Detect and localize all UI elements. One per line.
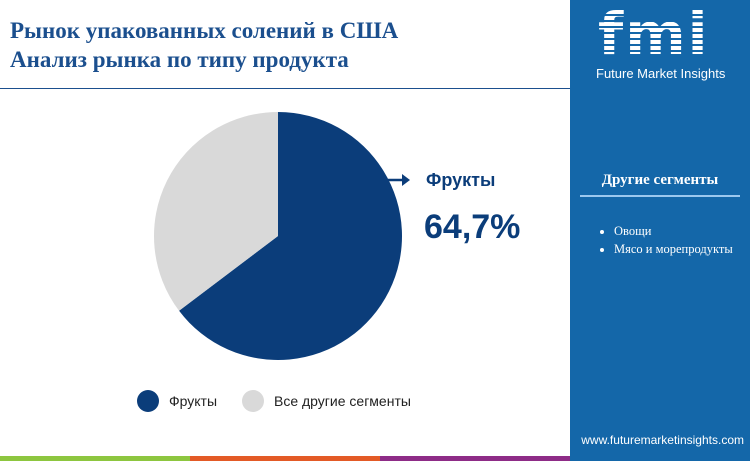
footer-bar-green (0, 456, 190, 461)
page-title: Рынок упакованных солений в США Анализ р… (10, 18, 399, 72)
website-link[interactable]: www.futuremarketinsights.com (581, 433, 744, 447)
legend-item-fruits: Фрукты (137, 390, 217, 412)
sidebar: fmi Future Market Insights Другие сегмен… (570, 0, 750, 461)
list-item: Мясо и морепродукты (614, 240, 733, 258)
divider (580, 195, 740, 197)
segment-list: Овощи Мясо и морепродукты (598, 222, 733, 258)
brand-name: Future Market Insights (596, 66, 726, 81)
legend-swatch (137, 390, 159, 412)
arrow-right-icon (388, 174, 410, 186)
pie-chart (154, 112, 402, 360)
callout-label: Фрукты (426, 170, 496, 190)
callout-value: 64,7% (424, 208, 521, 246)
pie-slice-others (154, 112, 278, 311)
divider (0, 88, 570, 89)
pie-slice-fruits (179, 112, 402, 360)
footer-bar-purple (380, 456, 570, 461)
legend-item-others: Все другие сегменты (242, 390, 411, 412)
fmi-logo: fmi (598, 10, 710, 58)
legend-swatch (242, 390, 264, 412)
footer-bar-orange (190, 456, 380, 461)
other-segments-heading: Другие сегменты (601, 172, 719, 188)
list-item: Овощи (614, 222, 733, 240)
